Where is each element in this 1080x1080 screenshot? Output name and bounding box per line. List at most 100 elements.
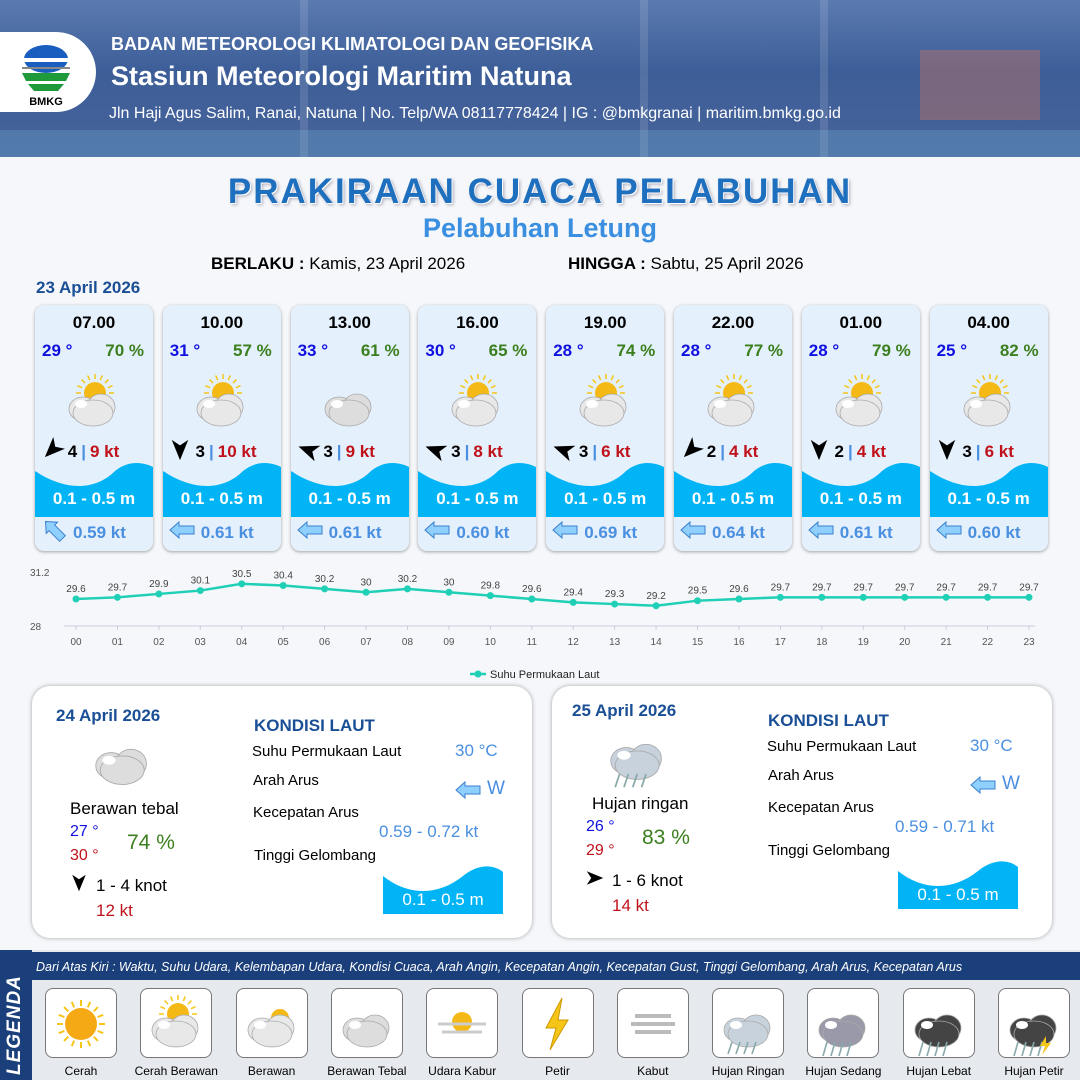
current-info: 0.59 kt: [41, 520, 126, 544]
data-point: [362, 588, 370, 596]
legend-description: Dari Atas Kiri : Waktu, Suhu Udara, Kele…: [36, 960, 963, 974]
humidity: 74 %: [127, 831, 175, 854]
day-date: 24 April 2026: [56, 706, 161, 725]
x-tick-label: 05: [278, 637, 290, 648]
cerah-berawan-icon: [444, 371, 508, 440]
gust-speed: 14 kt: [612, 896, 649, 915]
data-point: [652, 602, 660, 610]
data-label: 30.5: [232, 569, 252, 580]
legend-item-label: Udara Kabur: [428, 1064, 497, 1078]
wave-height: 0.1 - 0.5 m: [947, 489, 1030, 508]
sst-value: 30 °C: [455, 741, 498, 760]
x-tick-label: 02: [153, 637, 165, 648]
current-info: 0.69 kt: [552, 520, 637, 544]
current-direction-label: Arah Arus: [253, 772, 319, 789]
wind-direction-icon: [586, 869, 604, 892]
current-speed: 0.61 kt: [200, 522, 254, 542]
wave-shape: [162, 463, 281, 517]
hujan-sedang-icon: [807, 988, 880, 1058]
wind-info: 4 | 9 kt: [41, 437, 151, 466]
wave-height: 0.1 - 0.5 m: [180, 489, 263, 508]
data-point: [113, 593, 121, 601]
wind-direction-icon: [936, 439, 958, 466]
cerah-berawan-icon: [140, 988, 213, 1058]
page-title: PRAKIRAAN CUACA PELABUHAN: [227, 172, 853, 211]
data-point: [984, 593, 992, 601]
forecast-card: 22.00 28 ° 77 % 2 | 4 kt 0.1 - 0.5 m 0.64 …: [674, 305, 792, 551]
data-point: [279, 582, 287, 589]
wind-direction-icon: [297, 439, 320, 466]
data-label: 30: [360, 577, 372, 588]
data-point: [901, 593, 909, 601]
legend-item-label: Hujan Sedang: [805, 1064, 882, 1078]
wind-speed: 2: [706, 441, 717, 461]
humidity: 70 %: [105, 341, 144, 360]
legend-item-label: Petir: [545, 1064, 570, 1078]
legend-title: LEGENDA: [4, 975, 25, 1075]
gust-speed: 4 kt: [728, 441, 759, 461]
daily-forecast-card: 25 April 2026 Hujan ringan 26 ° 29 ° 83 …: [552, 686, 1052, 938]
current-info: 0.64 kt: [680, 520, 765, 544]
forecast-card: 07.00 29 ° 70 % 4 | 9 kt 0.1 - 0.5 m 0.59 …: [35, 305, 153, 551]
weather-condition: Hujan ringan: [592, 794, 689, 813]
wave-label: Tinggi Gelombang: [768, 842, 891, 859]
wind-info: 3 | 9 kt: [297, 439, 407, 466]
cerah-berawan-icon: [828, 371, 892, 440]
x-tick-label: 11: [527, 637, 538, 648]
x-tick-label: 20: [899, 637, 911, 648]
berawan-tebal-icon: [330, 988, 403, 1058]
udara-kabur-icon: [426, 988, 499, 1058]
contact-info: Jln Haji Agus Salim, Ranai, Natuna | No.…: [109, 105, 841, 122]
forecast-card: 01.00 28 ° 79 % 2 | 4 kt 0.1 - 0.5 m 0.61 …: [801, 305, 920, 551]
wind-range: 1 - 6 knot: [612, 870, 683, 890]
forecast-time: 19.00: [583, 313, 627, 332]
data-label: 29.8: [481, 581, 501, 592]
wave-height: 0.1 - 0.5 m: [819, 489, 902, 508]
hujan-ringan-icon: [602, 719, 672, 794]
wind-speed: 3: [323, 441, 333, 461]
sst-label: Suhu Permukaan Laut: [767, 738, 917, 755]
valid-from-value: Kamis, 23 April 2026: [309, 254, 466, 273]
valid-from-label: BERLAKU :: [211, 254, 305, 273]
gust-speed: 4 kt: [856, 441, 887, 461]
wave-height: 0.1 - 0.5 m: [308, 489, 391, 508]
x-tick-label: 10: [485, 637, 497, 648]
legend-item-label: Cerah: [64, 1064, 98, 1078]
y-tick-label: 31.2: [30, 568, 50, 579]
current-direction-icon: [296, 520, 323, 544]
air-temperature: 28 °: [681, 341, 712, 360]
wave-height: 0.1 - 0.5 m: [402, 890, 484, 909]
hujan-ringan-icon: [712, 988, 785, 1058]
wind-speed: 3: [962, 441, 972, 461]
wind-info: 2 | 4 kt: [808, 439, 918, 466]
wind-info: 3 | 6 kt: [552, 439, 662, 466]
wave-shape: [290, 463, 409, 517]
max-temperature: 30 °: [70, 847, 99, 864]
data-point: [528, 595, 536, 603]
data-label: 30.4: [273, 571, 293, 582]
current-speed-label: Kecepatan Arus: [253, 804, 359, 821]
forecast-time: 13.00: [328, 313, 371, 332]
forecast-time: 07.00: [72, 313, 116, 332]
air-temperature: 30 °: [425, 341, 456, 360]
wind-info: 1 - 6 knot: [586, 869, 683, 892]
x-tick-label: 12: [568, 637, 580, 648]
agency-name: BADAN METEOROLOGI KLIMATOLOGI DAN GEOFIS…: [111, 34, 594, 54]
wind-speed: 3: [451, 441, 461, 461]
wind-speed: 4: [67, 441, 78, 461]
forecast-time: 22.00: [711, 313, 755, 332]
x-tick-label: 14: [651, 637, 663, 648]
legend-item-label: Hujan Petir: [1004, 1064, 1064, 1078]
x-tick-label: 09: [443, 637, 455, 648]
valid-to-value: Sabtu, 25 April 2026: [650, 254, 804, 273]
x-tick-label: 18: [816, 637, 828, 648]
current-info: 0.61 kt: [808, 520, 893, 544]
wave-shape: [418, 463, 537, 517]
min-temperature: 27 °: [70, 823, 99, 840]
x-tick-label: 16: [733, 637, 745, 648]
wind-speed: 3: [195, 441, 205, 461]
current-info: 0.60 kt: [935, 520, 1021, 544]
wind-direction-icon: [552, 439, 576, 466]
wind-direction-icon: [70, 874, 88, 897]
wind-speed: 2: [834, 441, 844, 461]
